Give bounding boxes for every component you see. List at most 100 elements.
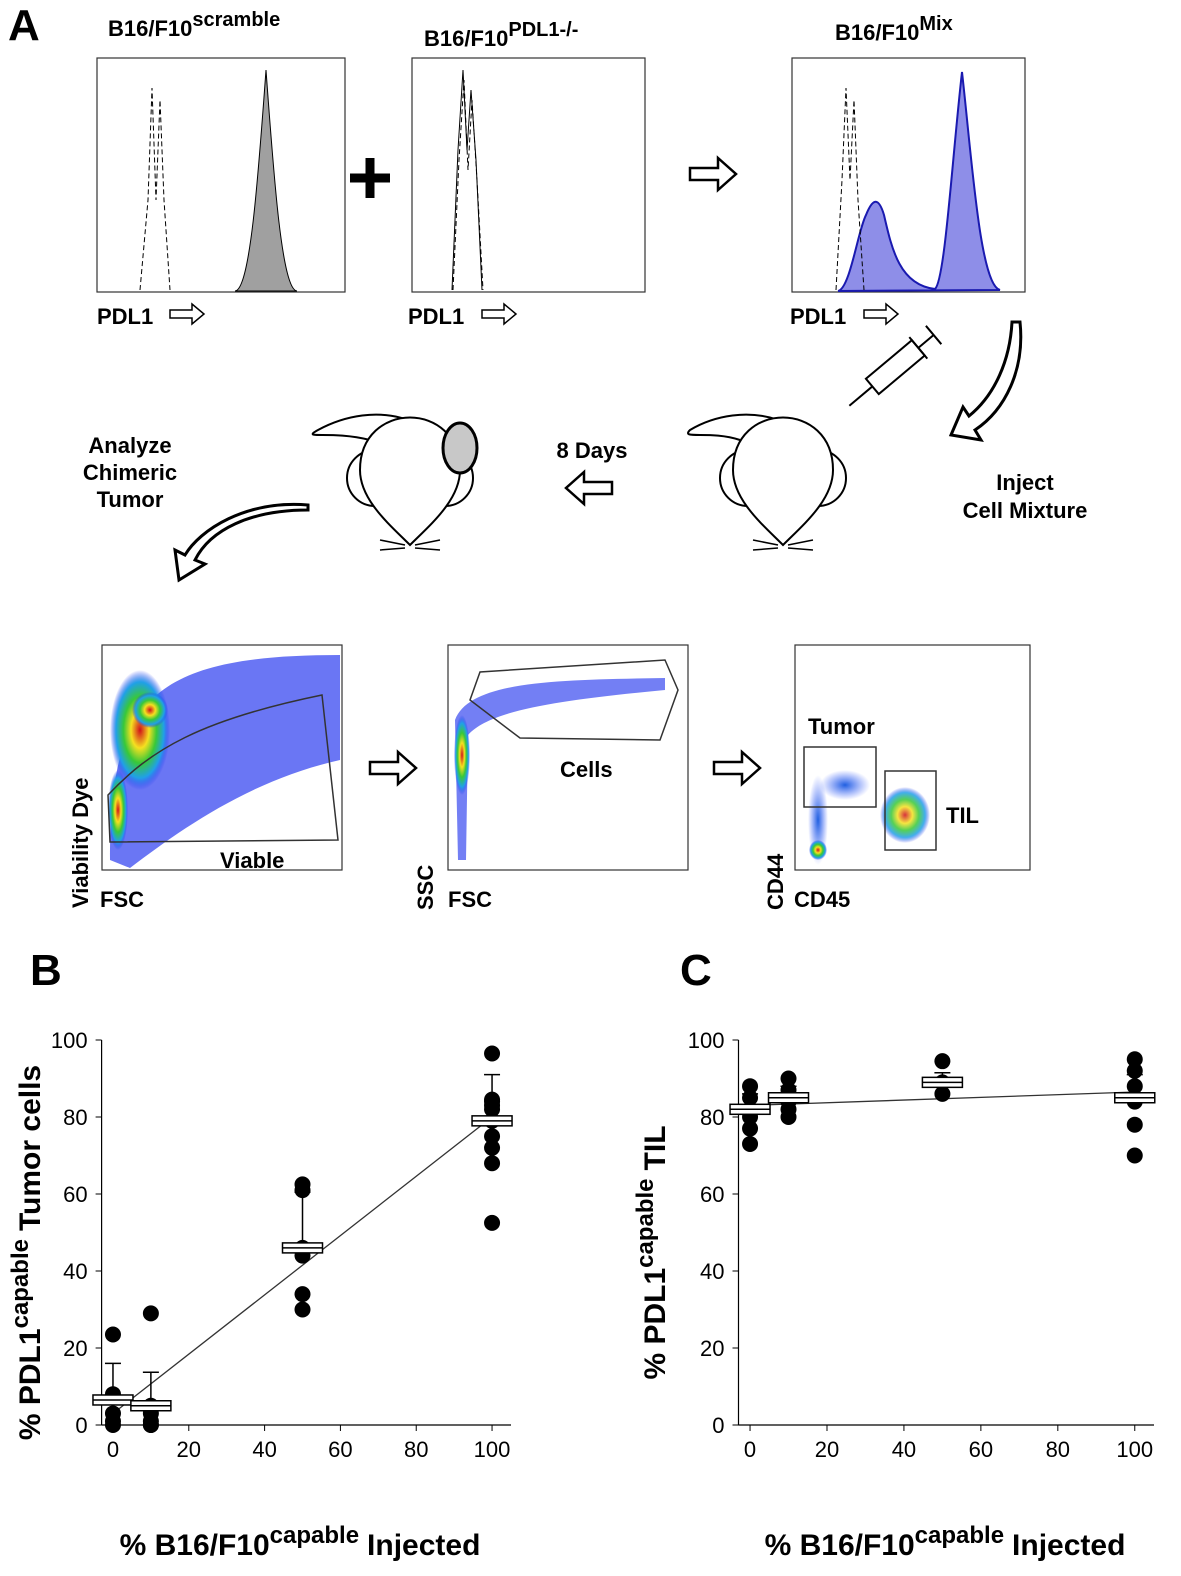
whiskers	[379, 539, 441, 551]
axis-label: PDL1	[97, 304, 153, 329]
mouse-with-tumor	[311, 413, 479, 551]
step-label: Analyze Chimeric Tumor	[83, 433, 177, 512]
label-part: capable	[915, 1522, 1004, 1549]
data-point	[934, 1085, 951, 1102]
data-point	[484, 1214, 501, 1231]
gate	[803, 746, 877, 808]
density	[809, 840, 827, 860]
axis-label: Viability Dye	[68, 778, 93, 908]
axis-label: FSC	[448, 887, 492, 912]
data-point	[484, 1045, 501, 1062]
axis-label: FSC	[100, 887, 144, 912]
body	[731, 416, 835, 547]
control-curve	[139, 87, 171, 291]
data-point	[294, 1286, 311, 1303]
panel-label: B	[30, 946, 62, 995]
dot-plot: Viable Viability Dye FSC	[68, 644, 343, 912]
curved-arrow	[948, 320, 1023, 443]
label-part: % B16/F10	[120, 1529, 270, 1562]
data-point	[104, 1326, 121, 1343]
dot-plot: Tumor TIL CD44 CD45	[763, 644, 1031, 912]
label-part: capable	[632, 1178, 659, 1267]
plot-frame	[791, 57, 1026, 293]
label-part: % B16/F10	[765, 1529, 915, 1562]
axis-label: PDL1	[790, 304, 846, 329]
gate-label: Viable	[220, 848, 284, 873]
gate-label: Cells	[560, 757, 613, 782]
syringe	[848, 325, 943, 407]
tumor	[441, 421, 479, 475]
y-tick-label: 80	[63, 1105, 87, 1130]
data-point	[742, 1135, 759, 1152]
y-tick-label: 0	[75, 1413, 87, 1438]
panel-label: A	[8, 1, 40, 50]
density	[132, 692, 168, 728]
label-part: TIL	[639, 1125, 672, 1170]
data-point	[1126, 1147, 1143, 1164]
label-part: Injected	[1012, 1529, 1125, 1562]
x-tick-label: 40	[892, 1437, 916, 1462]
control-curve	[835, 87, 865, 291]
control-curve	[452, 79, 484, 291]
data-point	[484, 1155, 501, 1172]
panel-label: C	[680, 946, 712, 995]
arrow	[368, 749, 418, 787]
x-axis-label: % B16/F10capable Injected	[765, 1522, 1126, 1562]
step-label: 8 Days	[557, 438, 628, 463]
density	[454, 715, 470, 795]
data-point	[780, 1070, 797, 1087]
whiskers	[752, 539, 814, 551]
fit-line	[112, 1116, 493, 1414]
y-tick-label: 100	[688, 1028, 725, 1053]
hist-title: B16/F10PDL1-/-	[424, 19, 578, 51]
x-tick-label: 20	[177, 1437, 201, 1462]
arrow	[481, 302, 518, 326]
label-part: capable	[7, 1239, 34, 1328]
arrow	[564, 469, 614, 507]
plot-frame	[447, 644, 689, 871]
density	[880, 787, 930, 843]
histogram: B16/F10PDL1-/- PDL1	[408, 19, 646, 329]
y-tick-label: 20	[700, 1336, 724, 1361]
x-tick-label: 0	[744, 1437, 756, 1462]
plot-frame	[101, 644, 343, 871]
y-axis-label: % PDL1capable TIL	[632, 1125, 672, 1379]
axis-label: CD45	[794, 887, 850, 912]
data-point	[1126, 1051, 1143, 1068]
label-part: % PDL1	[639, 1268, 672, 1380]
data-point	[142, 1417, 159, 1433]
label-part: Injected	[367, 1529, 480, 1562]
y-tick-label: 100	[51, 1028, 88, 1053]
label-part: Tumor cells	[14, 1065, 47, 1231]
gate-label: Tumor	[808, 714, 875, 739]
plot-frame	[794, 644, 1031, 871]
data-point	[742, 1078, 759, 1095]
density	[108, 770, 128, 850]
data-point	[294, 1182, 311, 1199]
density	[820, 770, 870, 800]
data-point	[104, 1417, 121, 1433]
x-tick-label: 80	[404, 1437, 428, 1462]
axis-label: CD44	[763, 853, 788, 910]
y-tick-label: 40	[63, 1259, 87, 1284]
data-point	[142, 1305, 159, 1322]
data-point	[934, 1053, 951, 1070]
x-tick-label: 20	[815, 1437, 839, 1462]
stain-curve	[837, 71, 1001, 292]
x-tick-label: 60	[969, 1437, 993, 1462]
y-tick-label: 20	[63, 1336, 87, 1361]
data-point	[1126, 1116, 1143, 1133]
gate	[107, 694, 339, 843]
y-tick-label: 60	[700, 1182, 724, 1207]
hist-title: B16/F10scramble	[108, 9, 280, 41]
plus	[350, 158, 390, 198]
dot-plot: Cells SSC FSC	[413, 644, 689, 912]
body	[358, 416, 462, 547]
plot-frame	[96, 57, 346, 293]
gate	[884, 770, 937, 851]
label-part: % PDL1	[14, 1328, 47, 1440]
step-label: Inject Cell Mixture	[963, 470, 1088, 523]
data-point	[484, 1128, 501, 1145]
x-tick-label: 100	[1116, 1437, 1153, 1462]
gate	[469, 659, 679, 741]
